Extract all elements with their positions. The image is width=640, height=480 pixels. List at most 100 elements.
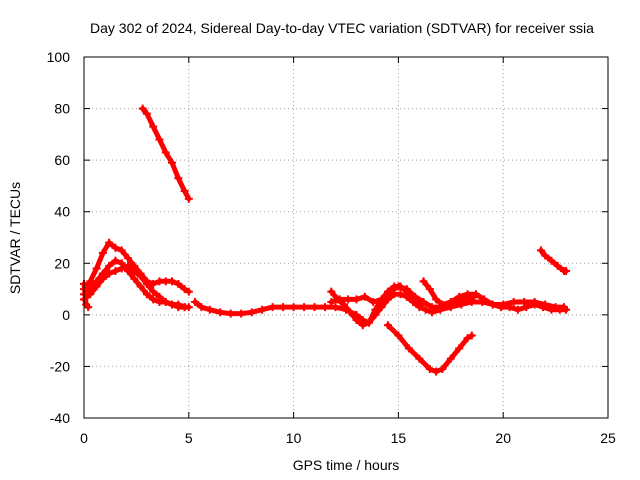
- x-tick-label: 20: [495, 430, 511, 446]
- series-arc9: [383, 321, 476, 376]
- data-point: [539, 303, 548, 312]
- y-tick-label: 0: [62, 307, 70, 323]
- data-point: [463, 290, 472, 299]
- data-point: [455, 292, 464, 301]
- data-point: [168, 277, 177, 286]
- data-point: [547, 305, 556, 314]
- x-tick-label: 10: [286, 430, 302, 446]
- data-point: [184, 194, 193, 203]
- data-point: [365, 318, 374, 327]
- data-point: [455, 344, 464, 353]
- data-point: [446, 297, 455, 306]
- data-point: [92, 282, 101, 291]
- data-point: [346, 308, 355, 317]
- data-point: [427, 303, 436, 312]
- series-arc5: [80, 279, 93, 312]
- data-point: [98, 274, 107, 283]
- data-point: [562, 305, 571, 314]
- data-point: [505, 303, 514, 312]
- data-point: [268, 303, 277, 312]
- data-point: [383, 321, 392, 330]
- data-point: [117, 246, 126, 255]
- y-axis-label: SDTVAR / TECUs: [7, 182, 23, 294]
- data-point: [84, 303, 93, 312]
- data-point: [394, 282, 403, 291]
- data-point: [174, 279, 183, 288]
- data-point: [321, 303, 330, 312]
- data-point: [547, 256, 556, 265]
- data-point: [197, 303, 206, 312]
- data-point: [352, 316, 361, 325]
- x-ticks: 0 5 10 15 20 25: [80, 57, 616, 446]
- data-point: [237, 309, 246, 318]
- data-point: [155, 292, 164, 301]
- y-tick-label: 80: [54, 101, 70, 117]
- data-point: [142, 290, 151, 299]
- data-point: [352, 295, 361, 304]
- data-point: [377, 295, 386, 304]
- data-point: [161, 297, 170, 306]
- data-series: [80, 104, 571, 376]
- data-point: [130, 267, 139, 276]
- data-point: [136, 282, 145, 291]
- data-point: [497, 303, 506, 312]
- y-tick-label: 20: [54, 255, 70, 271]
- y-ticks: -40 -20 0 20 40 60 80 100: [47, 49, 608, 426]
- data-point: [216, 308, 225, 317]
- data-point: [335, 295, 344, 304]
- data-point: [411, 292, 420, 301]
- y-tick-label: 100: [47, 49, 71, 65]
- data-point: [247, 308, 256, 317]
- data-point: [149, 287, 158, 296]
- data-point: [258, 305, 267, 314]
- data-point: [111, 256, 120, 265]
- data-point: [402, 285, 411, 294]
- data-point: [310, 303, 319, 312]
- data-point: [142, 279, 151, 288]
- data-point: [180, 285, 189, 294]
- series-arc1: [138, 104, 193, 203]
- data-point: [562, 267, 571, 276]
- data-point: [149, 295, 158, 304]
- data-point: [142, 109, 151, 118]
- data-point: [421, 305, 430, 314]
- chart-title: Day 302 of 2024, Sidereal Day-to-day VTE…: [90, 20, 594, 36]
- grid: [84, 57, 608, 418]
- data-point: [432, 295, 441, 304]
- data-point: [111, 267, 120, 276]
- data-point: [419, 277, 428, 286]
- data-point: [180, 187, 189, 196]
- data-point: [327, 287, 336, 296]
- x-tick-label: 5: [185, 430, 193, 446]
- y-tick-label: -20: [50, 358, 70, 374]
- data-point: [161, 148, 170, 157]
- data-point: [117, 264, 126, 273]
- y-tick-label: -40: [50, 410, 70, 426]
- data-point: [415, 354, 424, 363]
- data-point: [471, 290, 480, 299]
- data-point: [327, 297, 336, 306]
- data-point: [358, 321, 367, 330]
- series-arc11: [536, 246, 571, 276]
- data-point: [425, 285, 434, 294]
- data-point: [155, 135, 164, 144]
- data-point: [130, 274, 139, 283]
- data-point: [86, 290, 95, 299]
- data-point: [111, 243, 120, 252]
- plot-border: [83, 56, 609, 419]
- data-point: [174, 174, 183, 183]
- data-point: [226, 309, 235, 318]
- data-point: [279, 303, 288, 312]
- x-tick-label: 25: [600, 430, 616, 446]
- y-tick-label: 40: [54, 204, 70, 220]
- data-point: [386, 287, 395, 296]
- data-point: [394, 331, 403, 340]
- data-point: [105, 238, 114, 247]
- data-point: [98, 248, 107, 257]
- y-tick-label: 60: [54, 152, 70, 168]
- data-point: [432, 367, 441, 376]
- data-point: [205, 305, 214, 314]
- data-point: [438, 365, 447, 374]
- data-point: [149, 122, 158, 131]
